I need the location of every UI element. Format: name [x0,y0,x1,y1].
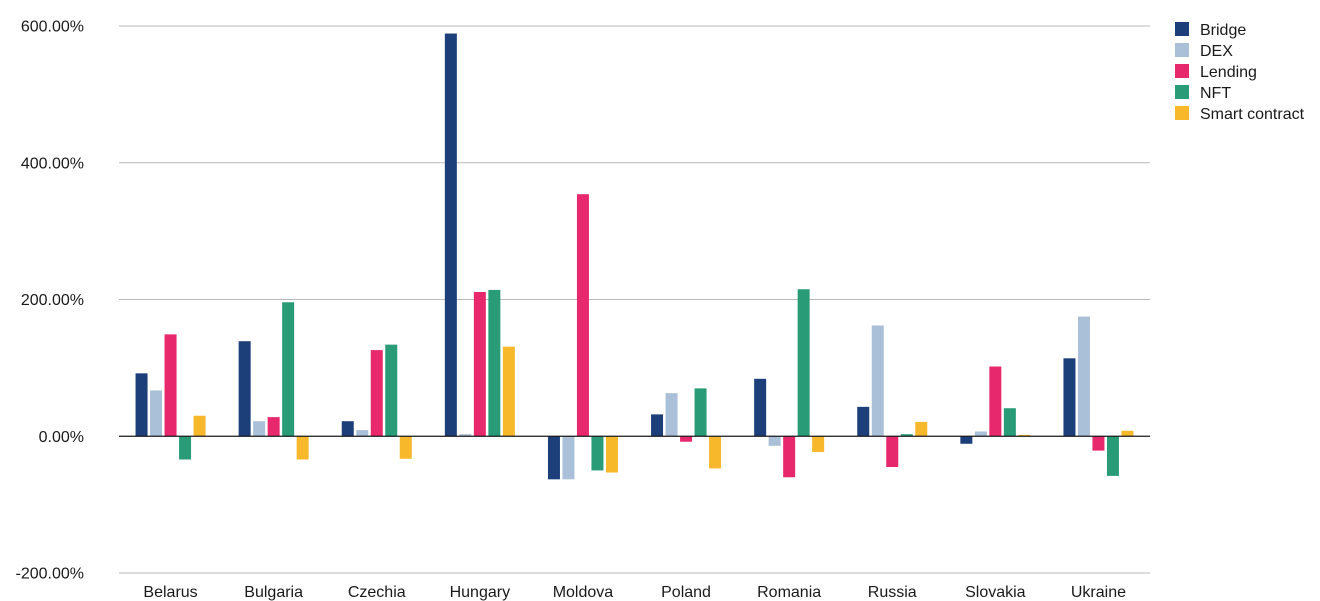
bar-bridge-bulgaria [238,341,251,437]
bar-dex-bulgaria [253,421,266,437]
legend-label: Lending [1200,64,1257,81]
legend-label: Smart contract [1200,106,1305,123]
x-tick-label: Moldova [553,584,614,601]
bar-lending-belarus [164,334,177,437]
bar-smart-contract-czechia [399,436,412,459]
y-tick-label: -200.00% [16,566,85,583]
bar-lending-hungary [473,291,486,437]
x-tick-label: Bulgaria [244,584,303,601]
bar-bridge-slovakia [960,436,973,444]
bar-lending-slovakia [989,366,1002,437]
bar-smart-contract-bulgaria [296,436,309,460]
bar-lending-ukraine [1092,436,1105,451]
bar-smart-contract-poland [709,436,722,469]
bar-dex-ukraine [1077,316,1090,437]
bar-bridge-czechia [341,421,354,437]
bar-smart-contract-belarus [193,415,206,437]
y-tick-label: 0.00% [39,429,84,446]
bar-smart-contract-ukraine [1121,430,1134,437]
bar-dex-belarus [150,390,163,437]
bar-bridge-russia [857,406,870,437]
x-tick-label: Slovakia [965,584,1026,601]
x-tick-label: Romania [757,584,821,601]
bar-nft-moldova [591,436,604,471]
bar-dex-hungary [459,434,472,437]
legend-label: NFT [1200,85,1231,102]
bar-bridge-poland [651,414,664,437]
bar-dex-romania [768,436,781,446]
bar-lending-czechia [370,350,383,437]
bar-smart-contract-russia [915,421,928,437]
bar-nft-bulgaria [282,302,295,437]
bar-bridge-romania [754,378,767,437]
bar-lending-russia [886,436,899,468]
bar-smart-contract-slovakia [1018,434,1031,437]
y-tick-label: 200.00% [21,292,84,309]
bar-dex-moldova [562,436,575,480]
bar-bridge-moldova [547,436,560,480]
bar-dex-poland [665,393,678,437]
bar-lending-romania [783,436,796,478]
x-axis-tick-labels: Belarus Bulgaria Czechia Hungary Moldova Pola… [143,584,1126,601]
legend-swatch [1175,85,1189,99]
bar-lending-bulgaria [267,417,280,437]
y-tick-label: 600.00% [21,19,84,36]
bar-nft-ukraine [1106,436,1119,476]
bar-dex-slovakia [974,431,987,437]
bar-smart-contract-romania [812,436,825,452]
bar-nft-czechia [385,344,398,437]
legend-swatch [1175,43,1189,57]
grid-lines [119,25,1150,574]
legend: Bridge DEX Lending NFT Smart contract [1175,22,1305,123]
bar-nft-romania [797,289,810,437]
bar-dex-russia [871,325,884,437]
bar-bridge-belarus [135,373,148,437]
bar-nft-hungary [488,289,501,437]
bar-lending-poland [680,436,693,442]
bar-lending-moldova [576,194,589,437]
x-tick-label: Hungary [450,584,510,601]
legend-swatch [1175,64,1189,78]
bar-bridge-ukraine [1063,358,1076,437]
x-tick-label: Russia [868,584,917,601]
legend-swatch [1175,22,1189,36]
bar-nft-poland [694,388,707,437]
bars [135,33,1134,480]
legend-label: Bridge [1200,22,1246,39]
bar-smart-contract-moldova [605,436,618,473]
x-tick-label: Czechia [348,584,406,601]
y-tick-label: 400.00% [21,155,84,172]
legend-label: DEX [1200,43,1233,60]
bar-nft-slovakia [1003,408,1016,437]
x-tick-label: Poland [661,584,711,601]
bar-bridge-hungary [444,33,457,437]
bar-nft-russia [900,434,913,437]
bar-nft-belarus [179,436,192,460]
bar-smart-contract-hungary [502,346,515,437]
y-axis-tick-labels: -200.00% 0.00% 200.00% 400.00% 600.00% [16,19,85,583]
x-tick-label: Belarus [143,584,197,601]
legend-swatch [1175,106,1189,120]
x-tick-label: Ukraine [1071,584,1126,601]
bar-dex-czechia [356,430,369,437]
